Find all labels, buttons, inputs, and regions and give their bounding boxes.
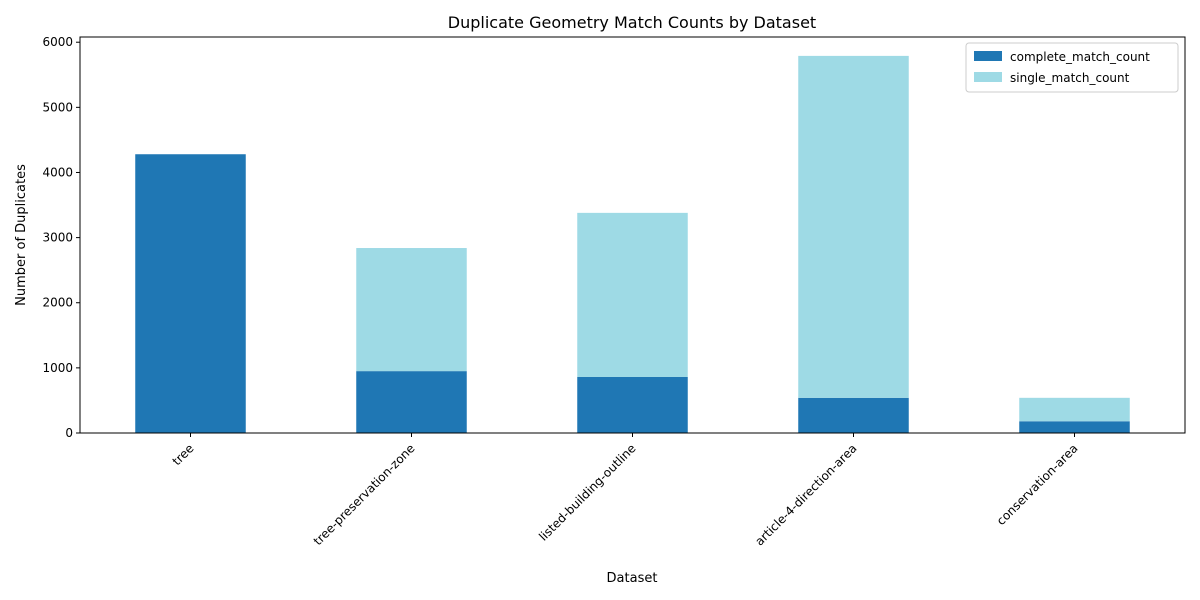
y-tick-label: 5000: [42, 100, 73, 114]
chart-title: Duplicate Geometry Match Counts by Datas…: [448, 13, 816, 32]
x-axis-label: Dataset: [607, 571, 658, 586]
bar-single-match-count-article-4-direction-area: [798, 55, 909, 398]
bar-complete-match-count-tree-preservation-zone: [356, 371, 467, 433]
legend-label-complete-match-count: complete_match_count: [1010, 50, 1150, 64]
x-tick-label-tree: tree: [170, 441, 197, 468]
bar-single-match-count-listed-building-outline: [577, 212, 688, 377]
legend: complete_match_count single_match_count: [965, 42, 1179, 93]
bars-group: [135, 55, 1130, 433]
bar-single-match-count-tree-preservation-zone: [356, 248, 467, 372]
x-tick-label-conservation-area: conservation-area: [994, 441, 1081, 528]
y-tick-label: 2000: [42, 296, 73, 310]
bar-complete-match-count-article-4-direction-area: [798, 397, 909, 433]
x-tick-label-article-4-direction-area: article-4-direction-area: [752, 441, 859, 548]
x-axis: tree tree-preservation-zone listed-buildin…: [170, 433, 1081, 548]
legend-swatch-complete-match-count: [974, 51, 1002, 61]
y-tick-label: 1000: [42, 361, 73, 375]
x-tick-label-listed-building-outline: listed-building-outline: [536, 441, 638, 543]
y-tick-label: 0: [65, 426, 73, 440]
bar-single-match-count-conservation-area: [1019, 397, 1130, 422]
y-axis: 0 1000 2000 3000 4000 5000 6000: [42, 35, 80, 440]
x-tick-label-tree-preservation-zone: tree-preservation-zone: [311, 441, 418, 548]
legend-label-single-match-count: single_match_count: [1010, 71, 1130, 85]
y-tick-label: 6000: [42, 35, 73, 49]
legend-swatch-single-match-count: [974, 72, 1002, 82]
y-tick-label: 3000: [42, 231, 73, 245]
y-axis-label: Number of Duplicates: [14, 164, 29, 306]
bar-complete-match-count-listed-building-outline: [577, 376, 688, 433]
y-tick-label: 4000: [42, 165, 73, 179]
bar-complete-match-count-conservation-area: [1019, 421, 1130, 433]
legend-box: [965, 42, 1179, 93]
bar-complete-match-count-tree: [135, 154, 246, 433]
